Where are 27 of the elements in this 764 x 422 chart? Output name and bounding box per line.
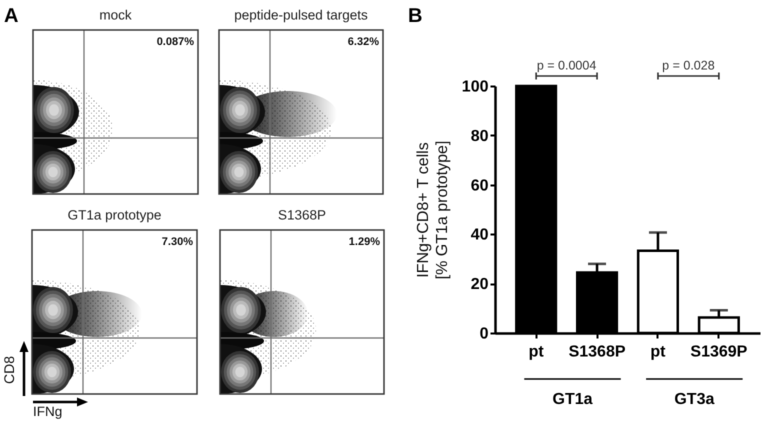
y-tick-label: 80	[470, 128, 489, 145]
text: B	[408, 5, 422, 27]
text: p = 0.0004	[536, 58, 596, 72]
y-tick-label: 60	[470, 177, 489, 194]
y-tick-label: 40	[470, 226, 489, 244]
text: A	[4, 5, 18, 27]
x-tick-label: S1368P	[568, 344, 626, 360]
y-tick-label: 0	[480, 326, 489, 342]
x-tick-label: S1369P	[690, 344, 748, 360]
text: 1.29%	[348, 236, 380, 248]
x-tick-label: pt	[650, 344, 666, 360]
y-axis-title: IFNg+CD8+ T cells [% GT1a prototype]	[414, 140, 451, 280]
y-tick-label: 100	[462, 78, 489, 96]
text: S1368P	[278, 208, 326, 222]
text: CD8	[1, 356, 17, 384]
text: p = 0.028	[662, 58, 715, 72]
text: GT3a	[674, 391, 714, 408]
text: 0.087%	[156, 36, 194, 48]
text: 6.32%	[348, 36, 380, 48]
text: mock	[99, 8, 132, 22]
text: IFNg	[33, 404, 62, 419]
text: GT1a prototype	[68, 208, 162, 222]
x-tick-label: pt	[528, 344, 544, 360]
text: 7.30%	[162, 236, 194, 248]
text: GT1a	[552, 391, 593, 408]
text: peptide-pulsed targets	[234, 8, 368, 22]
y-tick-label: 20	[470, 276, 489, 294]
